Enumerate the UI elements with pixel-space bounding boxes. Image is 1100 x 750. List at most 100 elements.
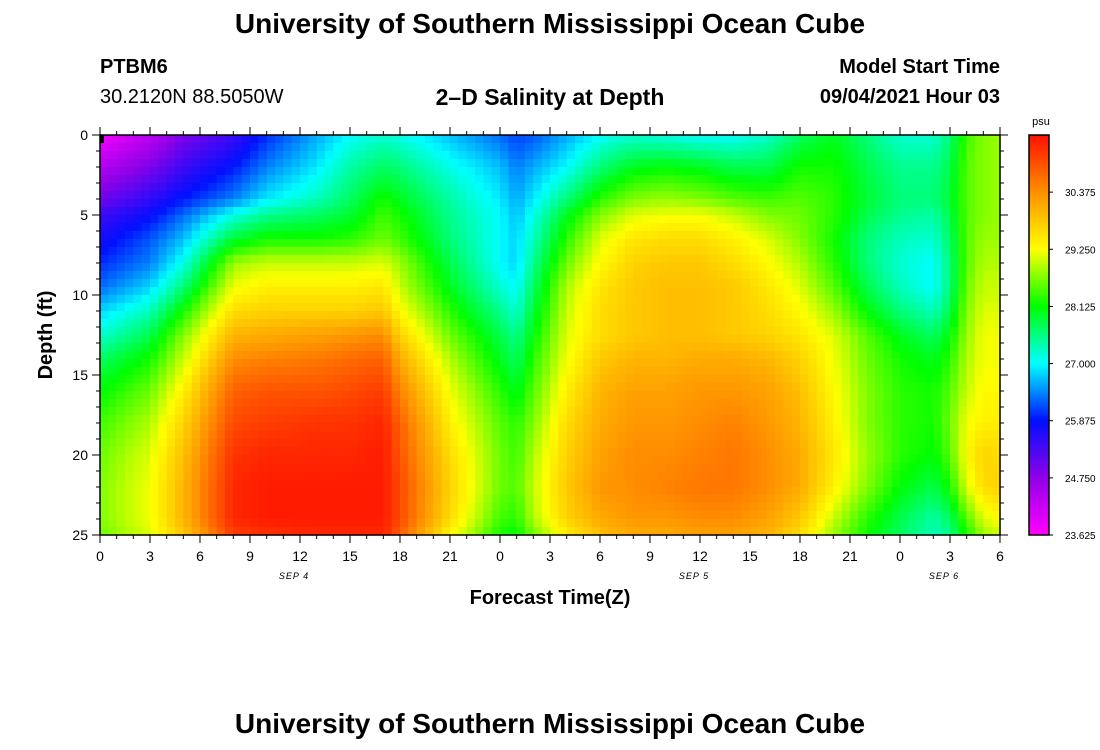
- heatmap-cell: [158, 351, 168, 360]
- heatmap-cell: [391, 375, 401, 384]
- heatmap-cell: [708, 199, 718, 208]
- heatmap-cell: [333, 463, 343, 472]
- heatmap-cell: [300, 279, 309, 288]
- heatmap-cell: [383, 495, 393, 504]
- heatmap-cell: [658, 287, 668, 296]
- heatmap-cell: [266, 359, 276, 368]
- heatmap-cell: [600, 455, 609, 464]
- heatmap-cell: [658, 487, 668, 496]
- heatmap-cell: [633, 303, 643, 312]
- heatmap-cell: [508, 239, 518, 248]
- heatmap-cell: [983, 175, 993, 184]
- heatmap-cell: [325, 135, 334, 144]
- heatmap-cell: [966, 447, 976, 456]
- heatmap-cell: [283, 359, 293, 368]
- heatmap-cell: [575, 159, 584, 168]
- heatmap-cell: [458, 311, 468, 320]
- heatmap-cell: [616, 431, 626, 440]
- heatmap-cell: [975, 479, 984, 488]
- heatmap-cell: [275, 399, 284, 408]
- heatmap-cell: [300, 159, 309, 168]
- heatmap-cell: [983, 295, 993, 304]
- heatmap-cell: [900, 319, 909, 328]
- heatmap-cell: [500, 199, 509, 208]
- heatmap-cell: [775, 487, 784, 496]
- heatmap-cell: [500, 239, 509, 248]
- heatmap-cell: [508, 415, 518, 424]
- heatmap-cell: [675, 247, 684, 256]
- heatmap-cell: [141, 151, 151, 160]
- heatmap-cell: [466, 423, 476, 432]
- heatmap-cell: [166, 143, 176, 152]
- heatmap-cell: [883, 207, 893, 216]
- heatmap-cell: [600, 399, 609, 408]
- heatmap-cell: [766, 191, 776, 200]
- heatmap-cell: [233, 335, 243, 344]
- heatmap-cell: [850, 167, 859, 176]
- heatmap-cell: [675, 423, 684, 432]
- heatmap-cell: [466, 287, 476, 296]
- heatmap-cell: [416, 255, 426, 264]
- heatmap-cell: [291, 279, 301, 288]
- heatmap-cell: [483, 399, 493, 408]
- heatmap-cell: [700, 279, 709, 288]
- heatmap-cell: [791, 399, 801, 408]
- heatmap-cell: [916, 351, 926, 360]
- heatmap-cell: [616, 263, 626, 272]
- heatmap-cell: [825, 399, 834, 408]
- heatmap-cell: [800, 463, 809, 472]
- heatmap-cell: [291, 191, 301, 200]
- heatmap-cell: [341, 183, 351, 192]
- heatmap-cell: [350, 487, 359, 496]
- heatmap-cell: [141, 439, 151, 448]
- heatmap-cell: [816, 479, 826, 488]
- heatmap-cell: [225, 319, 234, 328]
- heatmap-cell: [458, 471, 468, 480]
- heatmap-cell: [575, 319, 584, 328]
- heatmap-cell: [866, 415, 876, 424]
- heatmap-cell: [550, 351, 559, 360]
- heatmap-cell: [941, 463, 951, 472]
- heatmap-cell: [616, 383, 626, 392]
- heatmap-cell: [666, 399, 676, 408]
- heatmap-cell: [758, 231, 768, 240]
- heatmap-cell: [691, 207, 701, 216]
- heatmap-cell: [575, 311, 584, 320]
- heatmap-cell: [800, 487, 809, 496]
- heatmap-cell: [116, 215, 126, 224]
- heatmap-cell: [900, 215, 909, 224]
- heatmap-cell: [633, 159, 643, 168]
- heatmap-cell: [566, 271, 576, 280]
- heatmap-cell: [883, 183, 893, 192]
- heatmap-cell: [841, 239, 851, 248]
- heatmap-cell: [391, 303, 401, 312]
- heatmap-cell: [716, 223, 726, 232]
- heatmap-cell: [375, 151, 384, 160]
- heatmap-cell: [966, 255, 976, 264]
- heatmap-cell: [741, 239, 751, 248]
- heatmap-cell: [991, 215, 1001, 224]
- heatmap-cell: [558, 175, 568, 184]
- heatmap-cell: [466, 303, 476, 312]
- heatmap-cell: [350, 191, 359, 200]
- heatmap-cell: [675, 495, 684, 504]
- heatmap-cell: [900, 279, 909, 288]
- heatmap-cell: [433, 135, 443, 144]
- heatmap-cell: [566, 319, 576, 328]
- heatmap-cell: [725, 447, 734, 456]
- heatmap-cell: [191, 215, 201, 224]
- heatmap-cell: [500, 447, 509, 456]
- heatmap-cell: [591, 191, 601, 200]
- heatmap-cell: [600, 495, 609, 504]
- heatmap-cell: [108, 447, 118, 456]
- heatmap-cell: [416, 311, 426, 320]
- heatmap-cell: [700, 367, 709, 376]
- heatmap-cell: [375, 271, 384, 280]
- heatmap-cell: [900, 143, 909, 152]
- heatmap-cell: [350, 327, 359, 336]
- heatmap-cell: [258, 367, 268, 376]
- heatmap-cell: [358, 295, 368, 304]
- heatmap-cell: [316, 319, 326, 328]
- heatmap-cell: [100, 271, 109, 280]
- heatmap-cell: [641, 431, 651, 440]
